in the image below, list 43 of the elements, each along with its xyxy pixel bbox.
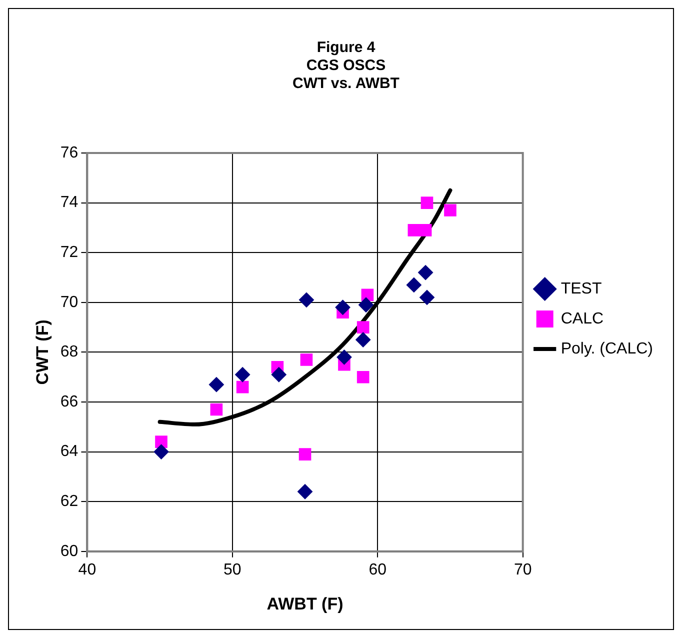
point — [408, 224, 420, 236]
point — [236, 380, 249, 394]
legend-label: TEST — [560, 280, 602, 298]
x-tick-label: 50 — [224, 561, 242, 578]
point — [298, 448, 312, 460]
y-tick-label: 62 — [60, 493, 78, 510]
point — [358, 297, 374, 312]
point — [419, 290, 434, 305]
point — [356, 370, 370, 384]
point — [235, 367, 250, 382]
point — [271, 367, 286, 382]
point — [356, 332, 371, 348]
point — [356, 321, 370, 334]
y-tick-label: 68 — [60, 344, 78, 361]
y-axis-title: CWT (F) — [32, 320, 52, 385]
y-tick-label: 76 — [60, 144, 78, 162]
point — [298, 484, 313, 500]
y-tick-label: 72 — [60, 244, 78, 262]
point — [154, 444, 169, 460]
point — [155, 436, 168, 448]
point — [336, 350, 352, 365]
x-axis-title: AWBT (F) — [266, 594, 344, 614]
y-tick-label: 74 — [60, 194, 78, 212]
legend-label: Poly. (CALC) — [560, 340, 654, 358]
x-tick-label: 60 — [368, 561, 387, 578]
point — [335, 300, 350, 315]
point — [420, 196, 434, 209]
y-tick-label: 66 — [60, 393, 78, 410]
x-tick-label: 40 — [78, 561, 96, 578]
y-tick-label: 60 — [60, 542, 78, 560]
point — [208, 377, 224, 392]
y-tick-label: 64 — [60, 443, 78, 460]
legend-label: CALC — [560, 310, 604, 328]
point — [419, 224, 432, 236]
point — [300, 354, 313, 366]
point — [298, 292, 314, 308]
x-tick-label: 70 — [514, 561, 532, 578]
point — [210, 403, 223, 416]
y-tick-label: 70 — [60, 294, 78, 311]
chart-title: Figure 4 CGS OSCS CWT vs. AWBT — [292, 39, 400, 92]
point — [418, 265, 434, 280]
point — [406, 277, 422, 292]
point — [444, 204, 456, 216]
